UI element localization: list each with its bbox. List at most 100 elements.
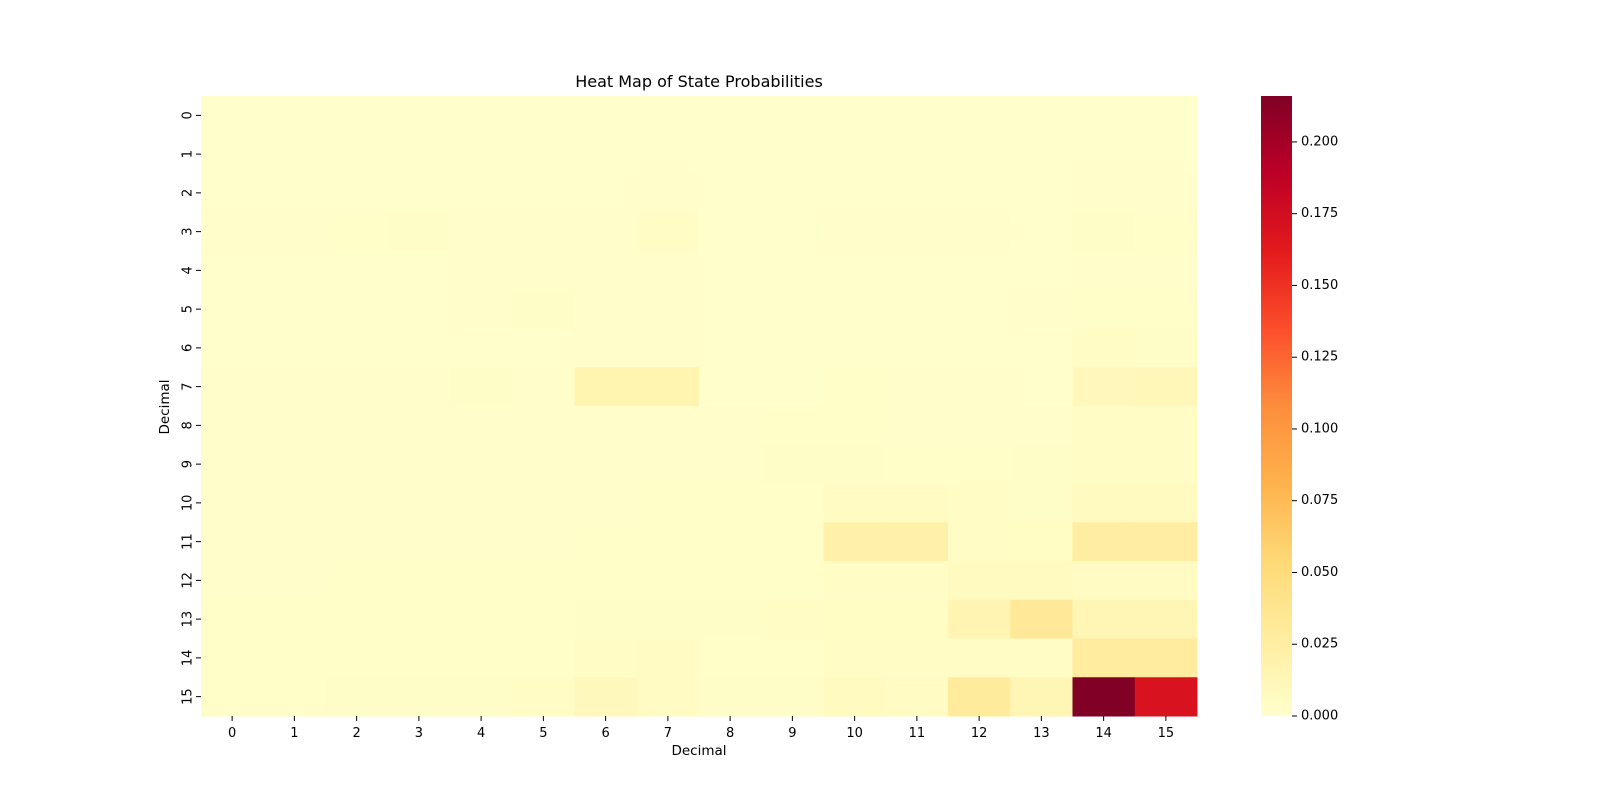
heatmap-cell-r14-c15	[1134, 638, 1198, 678]
heatmap-cell-r6-c2	[325, 328, 389, 368]
heatmap-cell-r5-c9	[761, 289, 824, 329]
heatmap-cell-r3-c14	[1072, 212, 1136, 252]
heatmap-cell-r5-c14	[1072, 289, 1136, 329]
heatmap-cell-r4-c4	[450, 251, 513, 291]
heatmap-cell-r15-c11	[885, 677, 949, 717]
x-tick-label: 5	[539, 726, 547, 741]
heatmap-cell-r5-c3	[387, 289, 451, 329]
heatmap-cell-r3-c0	[201, 212, 264, 252]
heatmap-cell-r5-c7	[636, 289, 700, 329]
heatmap-cell-r1-c0	[201, 134, 264, 174]
heatmap-cell-r15-c3	[387, 677, 451, 717]
heatmap-cell-r7-c2	[325, 367, 389, 407]
y-tick-label: 15	[181, 688, 196, 705]
heatmap-cell-r6-c4	[450, 328, 513, 368]
heatmap-cell-r4-c1	[263, 251, 326, 291]
heatmap-cell-r9-c7	[636, 444, 700, 484]
heatmap-cell-r15-c15	[1134, 677, 1198, 717]
heatmap-cell-r2-c10	[823, 173, 887, 213]
heatmap-cell-r5-c5	[512, 289, 575, 329]
heatmap-cell-r8-c2	[325, 406, 389, 446]
heatmap-cell-r15-c0	[201, 677, 264, 717]
heatmap-cell-r8-c12	[948, 406, 1011, 446]
heatmap-cell-r0-c14	[1072, 96, 1136, 136]
heatmap-cell-r13-c6	[574, 599, 638, 639]
heatmap-cell-r9-c12	[948, 444, 1011, 484]
heatmap-cell-r3-c12	[948, 212, 1011, 252]
heatmap-cell-r2-c0	[201, 173, 264, 213]
heatmap-cell-r0-c5	[512, 96, 575, 136]
heatmap-cell-r15-c7	[636, 677, 700, 717]
heatmap-cell-r7-c9	[761, 367, 824, 407]
heatmap-cell-r11-c3	[387, 522, 451, 562]
heatmap-cell-r14-c0	[201, 638, 264, 678]
heatmap-cell-r14-c2	[325, 638, 389, 678]
heatmap-cell-r7-c7	[636, 367, 700, 407]
x-tick-label: 7	[664, 726, 672, 741]
heatmap-cell-r15-c8	[699, 677, 762, 717]
heatmap-cell-r13-c7	[636, 599, 700, 639]
colorbar	[1261, 96, 1292, 716]
heatmap-cell-r11-c14	[1072, 522, 1136, 562]
y-tick-label: 8	[181, 421, 196, 429]
heatmap-cell-r5-c0	[201, 289, 264, 329]
heatmap-cell-r13-c11	[885, 599, 949, 639]
heatmap-cell-r4-c0	[201, 251, 264, 291]
heatmap-cell-r8-c7	[636, 406, 700, 446]
heatmap-cell-r6-c8	[699, 328, 762, 368]
heatmap-cell-r7-c8	[699, 367, 762, 407]
colorbar-tick-label: 0.200	[1301, 134, 1338, 149]
heatmap-cell-r9-c4	[450, 444, 513, 484]
heatmap-cell-r0-c11	[885, 96, 949, 136]
heatmap-cell-r13-c8	[699, 599, 762, 639]
heatmap-cell-r10-c10	[823, 483, 887, 523]
heatmap-cell-r2-c15	[1134, 173, 1198, 213]
heatmap-cell-r14-c13	[1010, 638, 1073, 678]
x-tick-label: 13	[1033, 726, 1050, 741]
heatmap-cell-r10-c8	[699, 483, 762, 523]
heatmap-cell-r0-c0	[201, 96, 264, 136]
heatmap-cell-r4-c2	[325, 251, 389, 291]
heatmap-cell-r14-c14	[1072, 638, 1136, 678]
heatmap-cell-r2-c3	[387, 173, 451, 213]
heatmap-cell-r10-c6	[574, 483, 638, 523]
heatmap-cell-r10-c9	[761, 483, 824, 523]
heatmap-cell-r14-c1	[263, 638, 326, 678]
chart-title: Heat Map of State Probabilities	[575, 72, 823, 91]
x-tick-label: 3	[415, 726, 423, 741]
heatmap-cell-r11-c6	[574, 522, 638, 562]
y-tick-label: 5	[181, 305, 196, 313]
heatmap-cell-r4-c13	[1010, 251, 1073, 291]
heatmap-cell-r1-c12	[948, 134, 1011, 174]
heatmap-cell-r13-c10	[823, 599, 887, 639]
heatmap-cell-r10-c14	[1072, 483, 1136, 523]
heatmap-cell-r10-c7	[636, 483, 700, 523]
heatmap-cell-r11-c12	[948, 522, 1011, 562]
heatmap-cell-r9-c14	[1072, 444, 1136, 484]
heatmap-cell-r5-c11	[885, 289, 949, 329]
heatmap-cell-r11-c15	[1134, 522, 1198, 562]
y-tick-label: 6	[181, 344, 196, 352]
heatmap-cell-r4-c8	[699, 251, 762, 291]
heatmap-cell-r11-c4	[450, 522, 513, 562]
colorbar-tick-label: 0.125	[1301, 350, 1338, 365]
heatmap-cell-r4-c15	[1134, 251, 1198, 291]
heatmap-cell-r15-c12	[948, 677, 1011, 717]
heatmap-cell-r11-c13	[1010, 522, 1073, 562]
heatmap-cell-r5-c12	[948, 289, 1011, 329]
x-tick-label: 12	[971, 726, 988, 741]
heatmap-cell-r12-c4	[450, 561, 513, 601]
heatmap-cell-r6-c9	[761, 328, 824, 368]
heatmap-cell-r10-c13	[1010, 483, 1073, 523]
heatmap-cell-r1-c3	[387, 134, 451, 174]
heatmap-cell-r6-c3	[387, 328, 451, 368]
x-tick-label: 11	[909, 726, 926, 741]
heatmap-cell-r3-c2	[325, 212, 389, 252]
heatmap-cell-r13-c4	[450, 599, 513, 639]
heatmap-cell-r12-c9	[761, 561, 824, 601]
y-tick-label: 10	[181, 495, 196, 512]
heatmap-cell-r15-c1	[263, 677, 326, 717]
heatmap-cell-r1-c9	[761, 134, 824, 174]
x-tick-label: 6	[601, 726, 609, 741]
